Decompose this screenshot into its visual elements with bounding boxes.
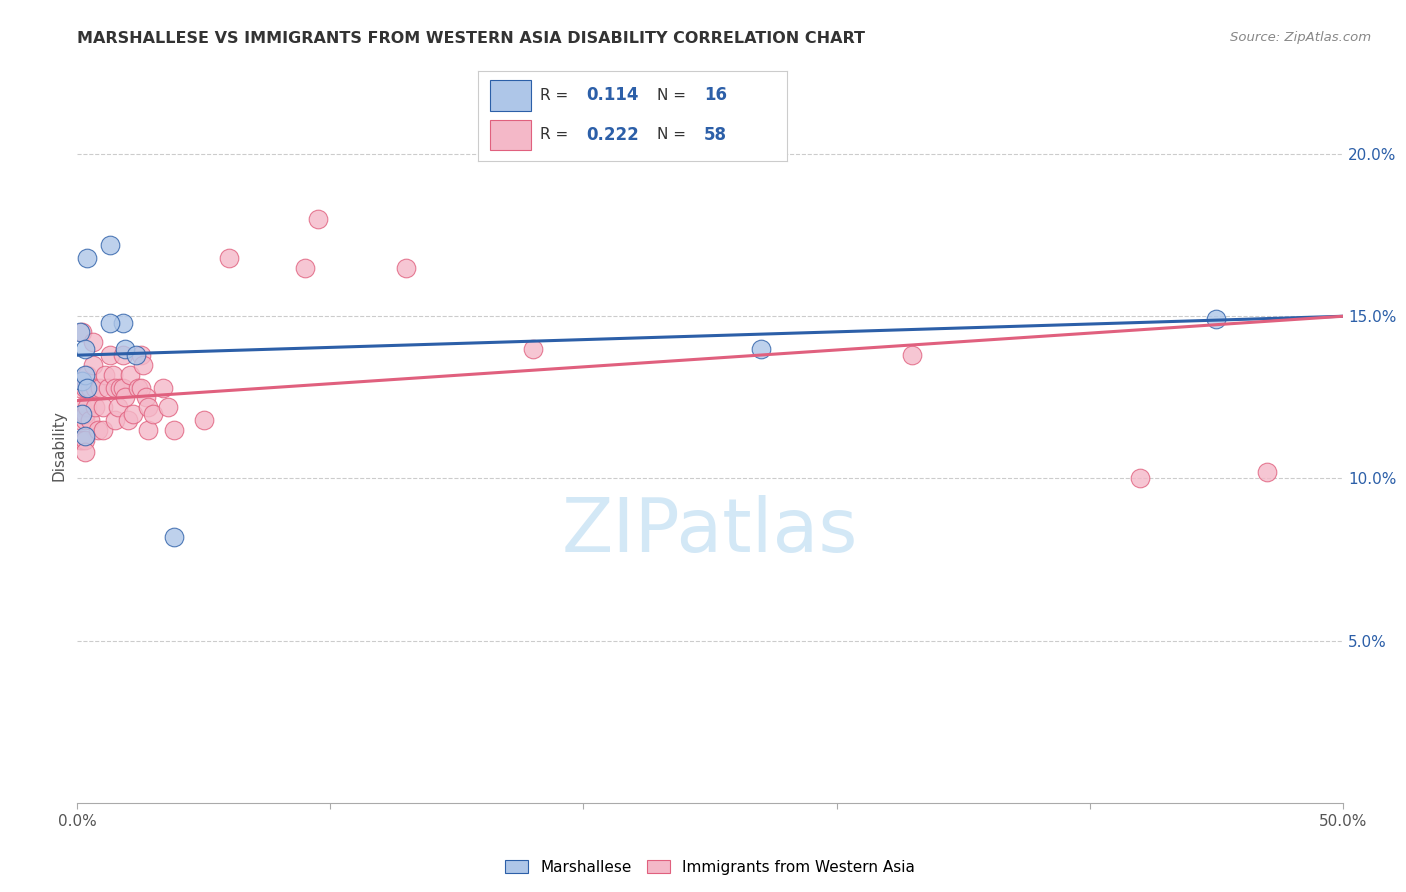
Point xyxy=(94,368,117,382)
Point xyxy=(127,381,149,395)
Point xyxy=(98,348,121,362)
Point xyxy=(749,342,772,356)
Point xyxy=(76,381,98,395)
Point xyxy=(72,326,94,340)
Point xyxy=(152,381,174,395)
Text: 58: 58 xyxy=(704,126,727,144)
Point xyxy=(82,358,104,372)
Point xyxy=(84,381,107,395)
Legend: Marshallese, Immigrants from Western Asia: Marshallese, Immigrants from Western Asi… xyxy=(499,854,921,880)
Point xyxy=(69,381,91,395)
Point xyxy=(1129,471,1152,485)
Y-axis label: Disability: Disability xyxy=(51,410,66,482)
Point xyxy=(111,381,134,395)
Point xyxy=(98,316,121,330)
Point xyxy=(129,348,152,362)
Point xyxy=(218,251,240,265)
Point xyxy=(294,260,316,275)
Point xyxy=(1205,312,1227,326)
Point xyxy=(124,348,146,362)
Point xyxy=(135,390,157,404)
Point xyxy=(86,423,108,437)
Point xyxy=(1256,465,1278,479)
Point xyxy=(114,390,136,404)
Text: N =: N = xyxy=(658,128,692,142)
Point xyxy=(522,342,544,356)
Point xyxy=(97,381,120,395)
Point xyxy=(132,358,155,372)
Point xyxy=(104,381,127,395)
Point xyxy=(110,381,132,395)
Point xyxy=(72,407,94,421)
Text: MARSHALLESE VS IMMIGRANTS FROM WESTERN ASIA DISABILITY CORRELATION CHART: MARSHALLESE VS IMMIGRANTS FROM WESTERN A… xyxy=(77,31,865,46)
Point xyxy=(79,413,101,427)
Point xyxy=(73,429,96,443)
Point xyxy=(72,400,94,414)
Point xyxy=(72,433,94,447)
Point xyxy=(69,326,91,340)
Point xyxy=(73,381,96,395)
Point xyxy=(101,368,124,382)
Text: Source: ZipAtlas.com: Source: ZipAtlas.com xyxy=(1230,31,1371,45)
Point xyxy=(162,530,184,544)
Point xyxy=(73,445,96,459)
Point xyxy=(73,413,96,427)
Point xyxy=(111,348,134,362)
Point xyxy=(136,423,159,437)
Point xyxy=(120,368,142,382)
Text: ZIPatlas: ZIPatlas xyxy=(562,495,858,568)
Point xyxy=(104,413,127,427)
Point xyxy=(76,368,98,382)
Point xyxy=(76,400,98,414)
Text: R =: R = xyxy=(540,128,574,142)
Point xyxy=(72,374,94,388)
Point xyxy=(91,423,114,437)
Point xyxy=(89,381,111,395)
Point xyxy=(76,251,98,265)
Text: 0.222: 0.222 xyxy=(586,126,640,144)
Point xyxy=(136,400,159,414)
Point xyxy=(142,407,165,421)
Bar xyxy=(491,80,530,111)
Point xyxy=(72,374,94,388)
Text: R =: R = xyxy=(540,88,574,103)
Point xyxy=(129,381,152,395)
Point xyxy=(82,335,104,350)
Point xyxy=(73,368,96,382)
Point xyxy=(122,407,145,421)
Text: 16: 16 xyxy=(704,87,727,104)
Point xyxy=(157,400,180,414)
Text: N =: N = xyxy=(658,88,692,103)
Point xyxy=(395,260,418,275)
Text: 0.114: 0.114 xyxy=(586,87,638,104)
Point xyxy=(73,433,96,447)
Point xyxy=(84,400,107,414)
Point xyxy=(307,211,329,226)
Point xyxy=(193,413,215,427)
Point xyxy=(114,342,136,356)
Point xyxy=(107,400,129,414)
Point xyxy=(117,413,139,427)
Point xyxy=(111,316,134,330)
Point xyxy=(73,407,96,421)
Point xyxy=(79,381,101,395)
Point xyxy=(73,342,96,356)
Bar xyxy=(491,120,530,150)
Point xyxy=(901,348,924,362)
Point xyxy=(69,413,91,427)
Point xyxy=(98,238,121,252)
Point xyxy=(91,400,114,414)
Point xyxy=(69,433,91,447)
Point xyxy=(162,423,184,437)
